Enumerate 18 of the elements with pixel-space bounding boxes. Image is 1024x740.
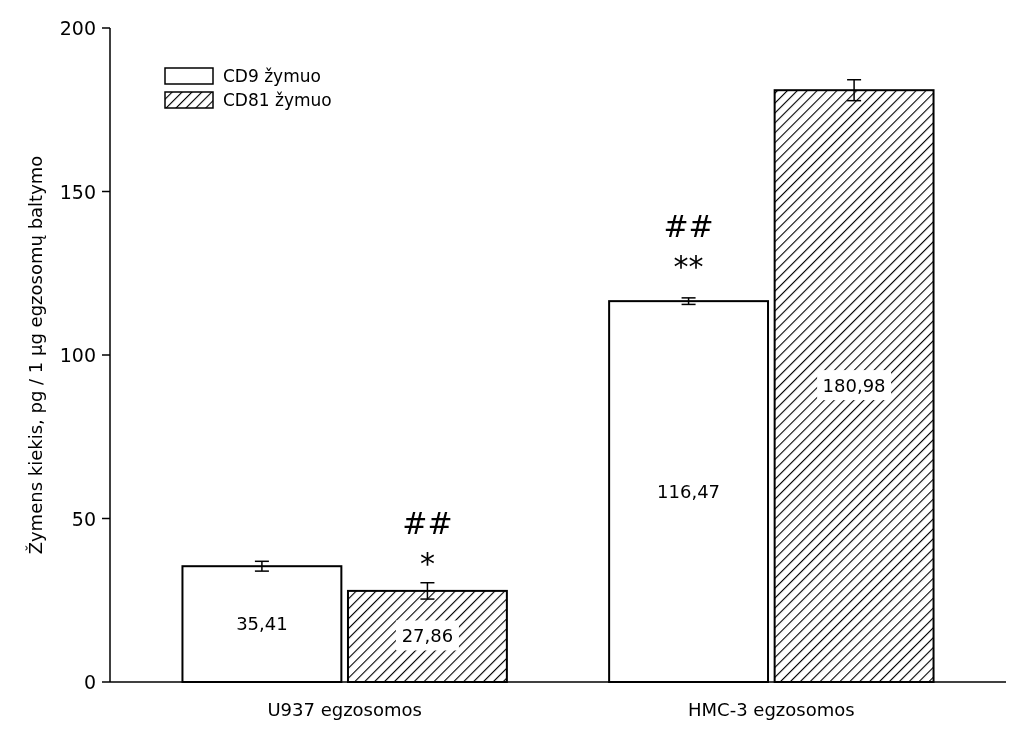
data-label: 116,47 xyxy=(657,480,721,502)
legend-label: CD81 žymuo xyxy=(223,90,332,110)
data-label: 180,98 xyxy=(822,375,886,397)
annotation: ## xyxy=(663,208,714,244)
y-axis-title: Žymens kiekis, pg / 1 µg egzosomų baltymo xyxy=(25,155,46,555)
x-tick-label: HMC-3 egzosomos xyxy=(688,699,855,720)
annotation: ## xyxy=(402,506,453,542)
y-tick-label: 50 xyxy=(71,507,96,530)
data-label: 27,86 xyxy=(401,625,454,647)
y-tick-label: 200 xyxy=(59,17,96,39)
annotation: * xyxy=(419,546,435,582)
y-tick-label: 150 xyxy=(59,180,96,203)
legend-label: CD9 žymuo xyxy=(223,66,321,86)
annotation: ** xyxy=(673,248,704,284)
y-tick-label: 0 xyxy=(83,671,96,693)
y-tick-label: 100 xyxy=(59,344,96,366)
data-label: 35,41 xyxy=(236,613,288,635)
x-tick-label: U937 egzosomos xyxy=(267,699,422,720)
